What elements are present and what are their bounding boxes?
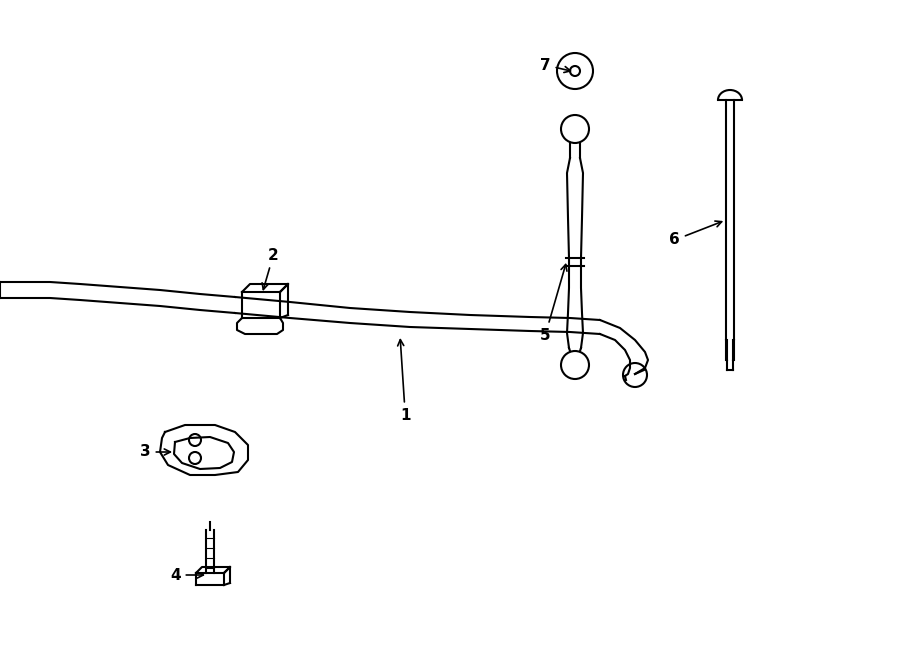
Text: 3: 3: [140, 444, 170, 459]
Text: 1: 1: [398, 340, 410, 422]
Text: 7: 7: [540, 58, 571, 73]
Text: 4: 4: [170, 568, 203, 582]
Text: 6: 6: [670, 221, 722, 247]
Text: 2: 2: [262, 247, 279, 290]
Text: 5: 5: [540, 264, 567, 342]
